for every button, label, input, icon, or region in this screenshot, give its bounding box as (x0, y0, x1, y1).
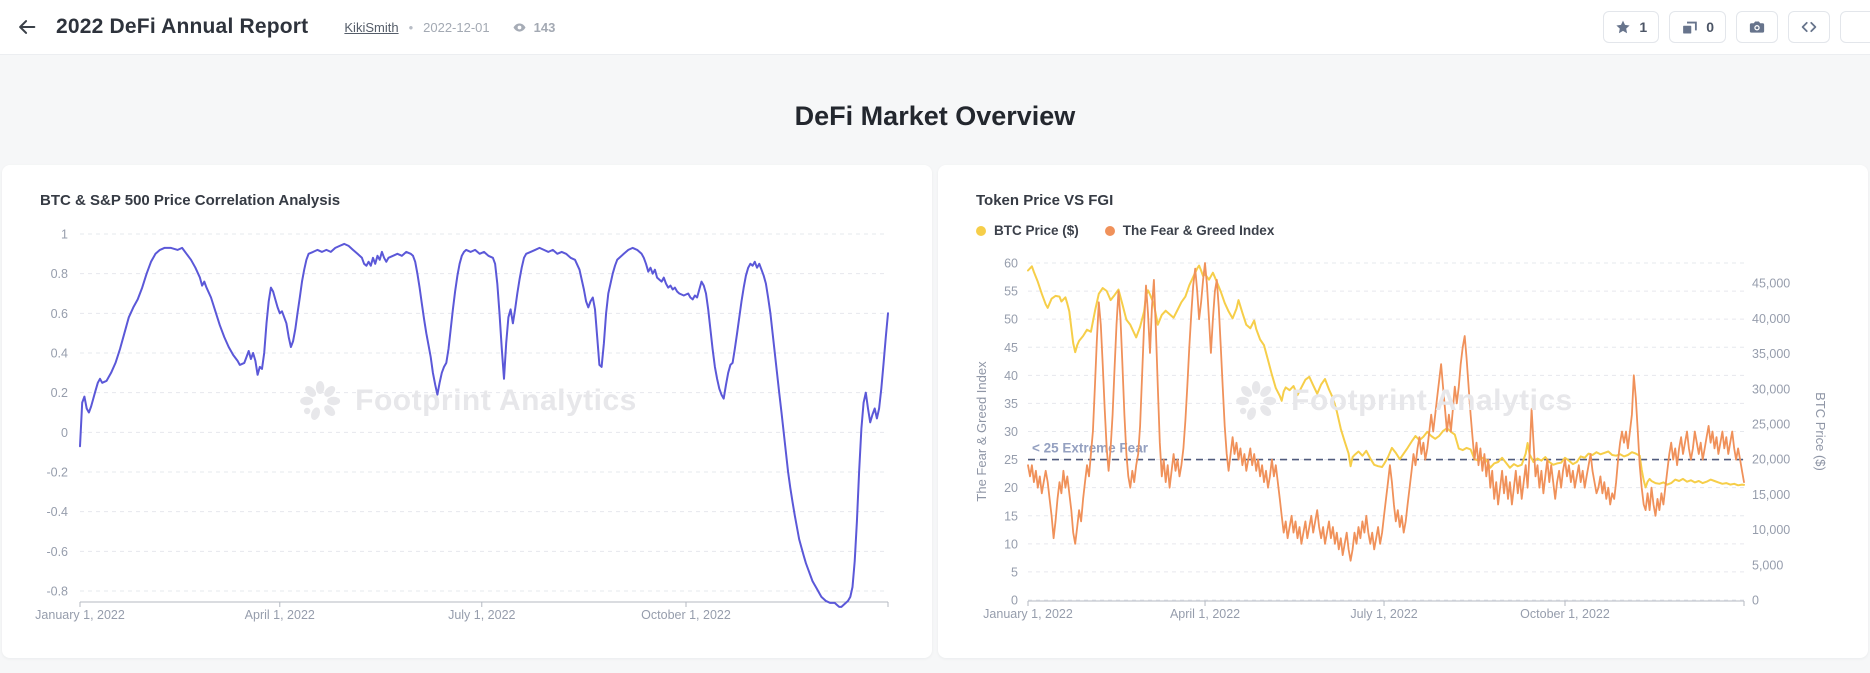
btc-sp500-correlation-line (79, 242, 889, 608)
publish-date: 2022-12-01 (423, 19, 490, 35)
token-fgi-chart[interactable]: 60555045403530252015105045,00040,00035,0… (938, 242, 1868, 642)
correlation-chart[interactable]: 1 0.8 0.6 0.4 0.2 0 -0.2 -0.4 -0.6 -0.8 January 1,… (2, 222, 932, 642)
legend-item-fgi[interactable]: The Fear & Greed Index (1104, 223, 1275, 238)
star-count: 1 (1639, 19, 1648, 35)
legend-label-fgi: The Fear & Greed Index (1122, 223, 1275, 238)
y2-tick-label: 15,000 (1752, 488, 1790, 502)
x-tick-label: April 1, 2022 (245, 608, 315, 622)
top-bar: 2022 DeFi Annual Report KikiSmith • 2022… (0, 0, 1870, 55)
duplicate-count: 0 (1706, 19, 1714, 35)
chart-card-token-fgi: Token Price VS FGI BTC Price ($) The Fea… (938, 165, 1868, 658)
views-count: 143 (533, 19, 556, 35)
y2-tick-label: 25,000 (1752, 418, 1790, 432)
y2-tick-label: 5,000 (1752, 558, 1783, 572)
y-tick-label: 60 (1004, 257, 1018, 271)
chart-title-token-fgi: Token Price VS FGI (976, 192, 1114, 209)
y-tick-label: 0.6 (51, 307, 68, 321)
y-tick-label: 50 (1004, 313, 1018, 327)
star-button[interactable]: 1 (1603, 11, 1660, 43)
y-tick-label: -0.2 (46, 466, 68, 480)
eye-icon (513, 22, 526, 32)
markline-label: < 25 Extreme Fear (1032, 441, 1149, 456)
chart-card-correlation: BTC & S&P 500 Price Correlation Analysis (2, 165, 932, 658)
screenshot-button[interactable] (1736, 11, 1778, 43)
y-tick-label: 0.2 (51, 386, 68, 400)
chart-legend: BTC Price ($) The Fear & Greed Index (938, 209, 1868, 238)
embed-code-button[interactable] (1788, 11, 1830, 43)
fear-greed-index-line (1027, 262, 1745, 562)
y2-tick-label: 30,000 (1752, 382, 1790, 396)
y2-tick-label: 35,000 (1752, 347, 1790, 361)
y-tick-label: 20 (1004, 481, 1018, 495)
back-button[interactable] (14, 14, 40, 40)
y2-tick-label: 20,000 (1752, 453, 1790, 467)
author-link[interactable]: KikiSmith (344, 19, 399, 35)
duplicate-button[interactable]: 0 (1669, 11, 1726, 43)
x-tick-label: July 1, 2022 (1350, 607, 1417, 621)
x-tick-label: January 1, 2022 (35, 608, 125, 622)
legend-dot-fgi (1104, 225, 1115, 236)
left-axis-title: The Fear & Greed Index (974, 361, 989, 502)
y-tick-label: 45 (1004, 341, 1018, 355)
y-tick-label: -0.8 (46, 585, 68, 599)
y-tick-label: 35 (1004, 397, 1018, 411)
y-tick-label: 40 (1004, 369, 1018, 383)
right-axis-title: BTC Price ($) (1813, 392, 1828, 471)
y-tick-label: 30 (1004, 425, 1018, 439)
camera-icon (1749, 21, 1765, 33)
chart-cards-row: BTC & S&P 500 Price Correlation Analysis (2, 165, 1868, 658)
legend-item-btc[interactable]: BTC Price ($) (976, 223, 1079, 238)
y-tick-label: 25 (1004, 453, 1018, 467)
x-tick-label: July 1, 2022 (448, 608, 515, 622)
y-tick-label: 0 (1011, 594, 1018, 608)
y-tick-label: 0.8 (51, 267, 68, 281)
meta-separator: • (408, 19, 414, 35)
y-tick-label: 0.4 (51, 347, 68, 361)
back-arrow-icon (19, 20, 36, 34)
chart-title-correlation: BTC & S&P 500 Price Correlation Analysis (40, 192, 341, 209)
y-tick-label: 1 (61, 228, 68, 242)
star-icon (1616, 20, 1631, 34)
x-tick-label: October 1, 2022 (1520, 607, 1610, 621)
y-tick-label: 15 (1004, 509, 1018, 523)
report-title: 2022 DeFi Annual Report (56, 15, 309, 38)
y-tick-label: 10 (1004, 537, 1018, 551)
y-tick-label: -0.4 (46, 505, 68, 519)
x-tick-label: April 1, 2022 (1170, 607, 1240, 621)
duplicate-icon (1683, 21, 1697, 34)
btc-price-line (1027, 264, 1745, 489)
y-tick-label: 0 (61, 426, 68, 440)
x-tick-label: January 1, 2022 (983, 607, 1073, 621)
y-tick-label: -0.6 (46, 545, 68, 559)
y-tick-label: 55 (1004, 285, 1018, 299)
report-meta: KikiSmith • 2022-12-01 143 (344, 20, 555, 35)
top-bar-actions: 1 0 (1603, 11, 1870, 43)
more-actions-button[interactable] (1840, 11, 1870, 43)
report-body: DeFi Market Overview BTC & S&P 500 Price… (0, 101, 1870, 658)
y-tick-label: 5 (1011, 565, 1018, 579)
y2-tick-label: 40,000 (1752, 312, 1790, 326)
x-tick-label: October 1, 2022 (641, 608, 731, 622)
code-icon (1801, 21, 1817, 33)
top-bar-left: 2022 DeFi Annual Report KikiSmith • 2022… (14, 14, 555, 40)
views: 143 (512, 19, 556, 35)
legend-label-btc: BTC Price ($) (994, 223, 1079, 238)
page-title: DeFi Market Overview (794, 101, 1076, 131)
y2-tick-label: 45,000 (1752, 277, 1790, 291)
y2-tick-label: 0 (1752, 594, 1759, 608)
y2-tick-label: 10,000 (1752, 523, 1790, 537)
legend-dot-btc (976, 225, 986, 236)
